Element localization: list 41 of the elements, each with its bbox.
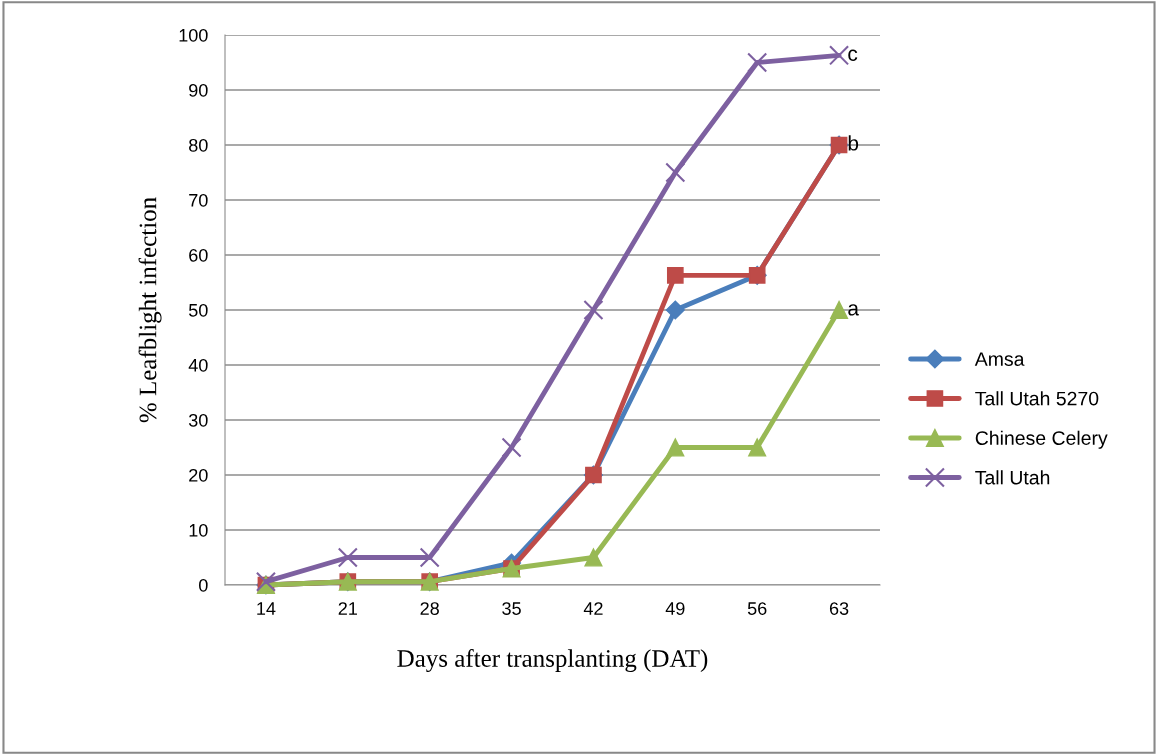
x-axis-title: Days after transplanting (DAT) — [397, 649, 708, 673]
x-tick-label: 14 — [257, 602, 276, 615]
x-tick-label: 21 — [338, 602, 357, 615]
point — [665, 162, 686, 183]
point — [501, 437, 522, 458]
legend-label: Tall Utah — [975, 470, 1050, 485]
point — [665, 300, 685, 320]
x-tick-label: 42 — [583, 602, 603, 615]
annotation: c — [848, 49, 858, 61]
x-tick-label: 49 — [665, 602, 685, 615]
legend-label: Chinese Celery — [975, 430, 1108, 449]
y-tick-label: 100 — [179, 28, 208, 42]
y-axis-title: % Leafblight infection — [138, 197, 162, 423]
annotation: a — [848, 304, 859, 316]
y-tick-label: 80 — [189, 138, 208, 152]
y-tick-label: 50 — [188, 303, 208, 317]
y-tick-label: 0 — [199, 578, 208, 592]
point — [666, 438, 685, 457]
y-tick-label: 30 — [188, 413, 208, 427]
point — [337, 547, 358, 568]
point — [584, 548, 603, 567]
y-tick-label: 10 — [189, 523, 208, 537]
point — [748, 438, 767, 457]
point — [419, 547, 440, 568]
legend-label: Amsa — [974, 352, 1025, 366]
point — [828, 45, 850, 66]
y-tick-label: 70 — [189, 193, 208, 207]
point — [666, 267, 684, 284]
legend-label: Tall Utah 5270 — [975, 391, 1099, 406]
annotation: b — [848, 135, 859, 151]
x-tick-label: 35 — [502, 602, 521, 615]
point — [583, 299, 604, 321]
point — [747, 52, 768, 73]
point — [830, 300, 849, 320]
x-tick-label: 63 — [829, 602, 849, 615]
y-tick-label: 40 — [188, 358, 208, 372]
y-tick-label: 90 — [189, 83, 208, 97]
y-tick-label: 20 — [189, 468, 208, 482]
x-tick-label: 56 — [747, 602, 767, 615]
y-tick-label: 60 — [189, 248, 208, 262]
x-tick-label: 28 — [420, 602, 439, 615]
